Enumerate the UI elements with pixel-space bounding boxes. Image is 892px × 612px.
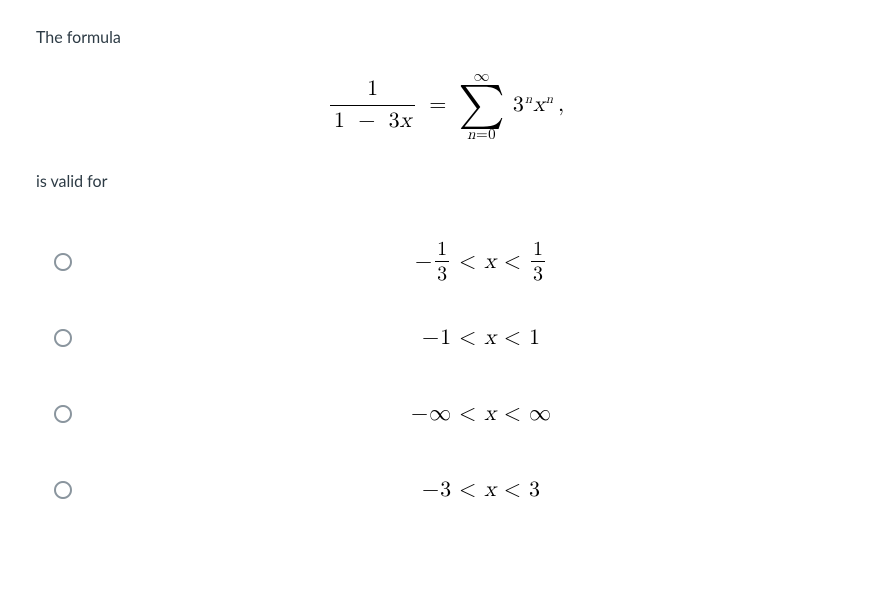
- opt-b-x: x: [484, 325, 496, 351]
- option-c-content: −∞ < x < ∞: [106, 401, 856, 427]
- option-b-radio-cell: [36, 329, 106, 347]
- options-list: − 1 3 < x < 1 3: [36, 227, 856, 531]
- opt-c-lt1: <: [459, 401, 476, 427]
- opt-c-x: x: [484, 401, 496, 427]
- opt-a-frac1: 1 3: [435, 239, 449, 284]
- option-b[interactable]: −1 < x < 1: [36, 303, 856, 373]
- opt-a-f1n: 1: [435, 239, 449, 259]
- option-c[interactable]: −∞ < x < ∞: [36, 379, 856, 449]
- opt-a-frac2: 1 3: [531, 239, 545, 284]
- opt-b-neg: −: [422, 325, 439, 351]
- summand-exp-n1: n: [525, 92, 532, 108]
- stem-line-1: The formula: [36, 28, 856, 47]
- fraction-denominator: 1 − 3x: [330, 108, 415, 134]
- option-a-radio-cell: [36, 253, 106, 271]
- option-a-content: − 1 3 < x < 1 3: [106, 239, 856, 284]
- opt-a-f2n: 1: [531, 239, 545, 259]
- opt-d-x: x: [484, 477, 496, 503]
- sum-lower-eq: =: [476, 127, 488, 142]
- opt-d-neg: −: [422, 477, 439, 503]
- opt-b-lt1: <: [459, 325, 476, 351]
- opt-a-x: x: [484, 249, 496, 275]
- display-formula: 1 1 − 3x = ∞ ∑ n=0 3nxn,: [36, 69, 856, 142]
- stem-line-2: is valid for: [36, 172, 856, 191]
- den-minus: −: [358, 110, 375, 132]
- opt-c-r: ∞: [529, 401, 551, 427]
- option-d[interactable]: −3 < x < 3: [36, 455, 856, 525]
- sum-lower-n: n: [467, 127, 476, 142]
- summation: ∞ ∑ n=0: [458, 69, 504, 142]
- opt-b-l: 1: [440, 325, 451, 351]
- opt-c-lt2: <: [504, 401, 521, 427]
- summand: 3nxn,: [513, 92, 564, 118]
- summand-x: x: [533, 92, 545, 118]
- den-1: 1: [334, 110, 345, 132]
- opt-c-neg: −: [411, 401, 428, 427]
- opt-a-f1b: [435, 261, 449, 262]
- opt-b-lt2: <: [504, 325, 521, 351]
- option-d-radio-cell: [36, 481, 106, 499]
- sigma-symbol: ∑: [458, 86, 504, 126]
- equals-sign: =: [429, 92, 446, 118]
- opt-b-r: 1: [529, 325, 540, 351]
- opt-d-r: 3: [529, 477, 540, 503]
- opt-a-lt2: <: [504, 249, 521, 275]
- den-3: 3: [389, 110, 400, 132]
- opt-a-f2d: 3: [531, 264, 545, 284]
- option-d-radio[interactable]: [54, 481, 72, 499]
- fraction-bar: [330, 105, 415, 106]
- opt-a-f2b: [531, 261, 545, 262]
- summand-3: 3: [513, 92, 524, 118]
- option-b-radio[interactable]: [54, 329, 72, 347]
- option-a[interactable]: − 1 3 < x < 1 3: [36, 227, 856, 297]
- summand-exp-n2: n: [546, 92, 553, 108]
- opt-d-lt1: <: [459, 477, 476, 503]
- option-d-content: −3 < x < 3: [106, 477, 856, 503]
- fraction: 1 1 − 3x: [330, 76, 415, 134]
- opt-a-neg: −: [415, 249, 432, 275]
- opt-d-lt2: <: [504, 477, 521, 503]
- option-a-radio[interactable]: [54, 253, 72, 271]
- sum-lower-0: 0: [488, 127, 496, 142]
- option-c-radio[interactable]: [54, 405, 72, 423]
- opt-c-l: ∞: [429, 401, 451, 427]
- option-b-content: −1 < x < 1: [106, 325, 856, 351]
- opt-a-f1d: 3: [435, 264, 449, 284]
- sum-lower-limit: n=0: [467, 127, 496, 142]
- option-c-radio-cell: [36, 405, 106, 423]
- fraction-numerator: 1: [363, 76, 382, 102]
- den-x: x: [400, 110, 412, 132]
- opt-d-l: 3: [440, 477, 451, 503]
- question-container: The formula 1 1 − 3x = ∞ ∑ n=0: [0, 0, 892, 551]
- summand-comma: ,: [558, 92, 564, 118]
- opt-a-lt1: <: [459, 249, 476, 275]
